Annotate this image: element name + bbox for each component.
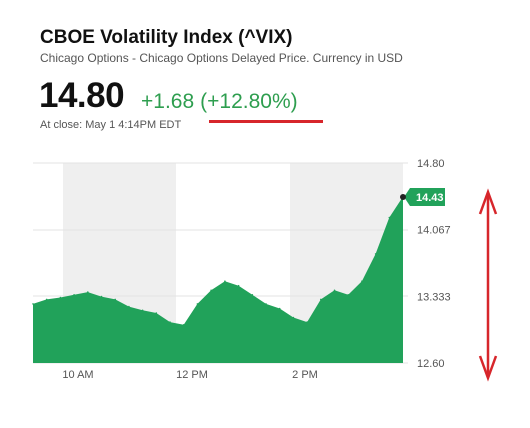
price-change: +1.68 (+12.80%) [141, 90, 298, 114]
data-point [32, 303, 34, 305]
data-point [210, 289, 212, 292]
data-point [292, 316, 295, 319]
price-change-pct: (+12.80%) [200, 90, 298, 113]
y-tick-label: 14.80 [417, 158, 445, 170]
last-point-marker [400, 194, 406, 200]
highlight-underline [209, 120, 323, 123]
x-tick-label: 12 PM [176, 369, 208, 381]
data-point [224, 280, 226, 283]
data-point [265, 303, 267, 305]
data-point [374, 253, 377, 255]
data-point [388, 216, 391, 219]
y-tick-label: 12.60 [417, 358, 445, 370]
data-point [306, 321, 308, 323]
data-point [333, 289, 336, 292]
price-area-series [33, 196, 403, 363]
data-point [196, 303, 199, 305]
y-tick-label: 13.333 [417, 291, 451, 303]
current-price: 14.80 [39, 76, 125, 115]
data-point [251, 294, 254, 296]
data-point [169, 321, 171, 323]
x-tick-label: 10 AM [62, 369, 93, 381]
data-point [141, 309, 144, 312]
data-point [361, 280, 363, 283]
data-point [87, 291, 89, 293]
data-point [114, 298, 116, 301]
close-time: At close: May 1 4:14PM EDT [40, 119, 182, 131]
data-point [73, 294, 75, 296]
data-point [128, 305, 130, 308]
data-point [347, 294, 350, 296]
data-point [155, 312, 158, 314]
page-subtitle: Chicago Options - Chicago Options Delaye… [40, 51, 403, 65]
data-point [45, 298, 48, 301]
data-point [237, 284, 240, 287]
last-value-label: 14.43 [416, 192, 444, 204]
y-tick-label: 14.067 [417, 225, 451, 237]
data-point [278, 307, 281, 310]
data-point [182, 324, 185, 326]
data-point [320, 298, 322, 301]
page-title: CBOE Volatility Index (^VIX) [40, 27, 293, 48]
price-change-abs: +1.68 [141, 90, 195, 113]
range-arrow [478, 188, 498, 382]
data-point [59, 296, 62, 299]
x-tick-label: 2 PM [292, 369, 318, 381]
last-value-badge: 14.43 [404, 188, 445, 206]
data-point [100, 295, 103, 298]
